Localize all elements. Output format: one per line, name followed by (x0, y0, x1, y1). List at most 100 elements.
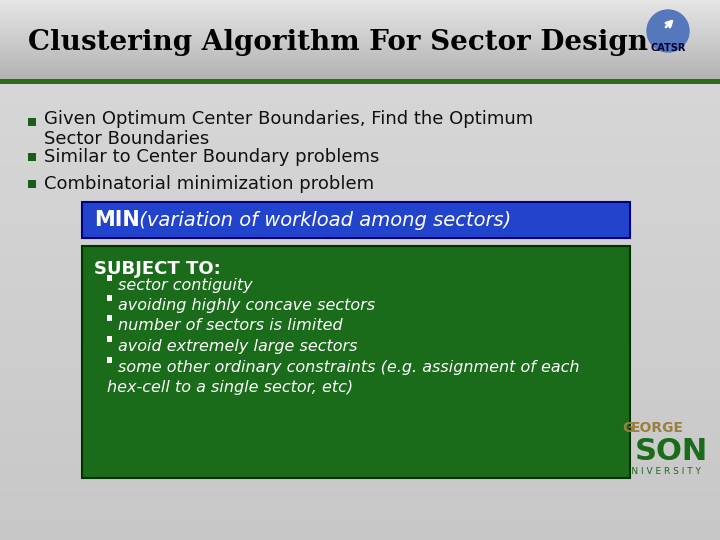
Bar (0, 318, 720, 319)
Bar (0, 259, 720, 260)
Bar (0, 466, 720, 467)
Bar (0, 195, 720, 196)
Bar (0, 127, 720, 128)
Bar (0, 60, 720, 61)
Bar (0, 293, 720, 294)
Bar (0, 64, 720, 65)
Bar (0, 191, 720, 192)
Bar (0, 264, 720, 265)
Bar (0, 425, 720, 426)
Bar (0, 346, 720, 347)
Bar (0, 353, 720, 354)
Bar (0, 391, 720, 392)
Bar (0, 324, 720, 325)
Bar (0, 53, 720, 54)
Bar (0, 145, 720, 146)
Bar (0, 535, 720, 536)
Bar (0, 55, 720, 56)
Bar (0, 126, 720, 127)
Bar (0, 407, 720, 408)
Bar (0, 61, 720, 62)
Bar (0, 200, 720, 201)
Bar (0, 196, 720, 197)
Bar (0, 204, 720, 205)
Bar (0, 21, 720, 22)
Bar (0, 254, 720, 255)
Bar (0, 454, 720, 455)
Bar (0, 214, 720, 215)
Bar (0, 388, 720, 389)
Bar (0, 272, 720, 273)
Bar (0, 99, 720, 100)
Bar (0, 447, 720, 448)
Bar (0, 323, 720, 324)
Bar (0, 122, 720, 123)
Bar (0, 465, 720, 466)
Bar (0, 233, 720, 234)
Bar (0, 381, 720, 382)
Bar (0, 103, 720, 104)
Bar (0, 136, 720, 137)
Bar (0, 351, 720, 352)
Bar (0, 527, 720, 528)
Bar (0, 433, 720, 434)
Bar (0, 453, 720, 454)
Bar (0, 502, 720, 503)
Bar (0, 139, 720, 140)
Bar (0, 538, 720, 539)
Bar (0, 101, 720, 102)
Bar (0, 45, 720, 46)
Bar (0, 98, 720, 99)
Bar (0, 392, 720, 393)
Bar (0, 356, 720, 357)
Bar (0, 159, 720, 160)
Bar (0, 383, 720, 384)
Bar (0, 116, 720, 117)
Bar (0, 370, 720, 371)
Bar (0, 518, 720, 519)
Bar (0, 359, 720, 360)
Bar (0, 39, 720, 40)
Bar (0, 214, 720, 215)
Bar (0, 315, 720, 316)
Bar (0, 5, 720, 6)
Bar (0, 237, 720, 238)
Bar (0, 157, 720, 158)
Bar (0, 37, 720, 38)
Bar (0, 451, 720, 452)
Bar (0, 195, 720, 196)
Bar (0, 288, 720, 289)
Bar (0, 50, 720, 51)
Bar (0, 167, 720, 168)
Bar (0, 159, 720, 160)
Bar (0, 294, 720, 295)
Bar (0, 80, 720, 81)
Bar (0, 366, 720, 367)
Bar (0, 358, 720, 359)
Bar (0, 175, 720, 176)
Bar (0, 64, 720, 65)
Bar (0, 456, 720, 457)
Bar (0, 241, 720, 242)
Bar (0, 471, 720, 472)
Bar (0, 419, 720, 420)
Bar (0, 317, 720, 318)
Bar (0, 287, 720, 288)
Bar (0, 49, 720, 50)
Bar (0, 162, 720, 163)
Bar (0, 115, 720, 116)
Bar (0, 210, 720, 211)
Bar (0, 110, 720, 111)
Bar (0, 215, 720, 216)
Bar (0, 191, 720, 192)
Bar (0, 341, 720, 342)
Bar (0, 193, 720, 194)
Bar (0, 367, 720, 368)
Bar (0, 310, 720, 311)
Bar (0, 431, 720, 432)
Bar (107, 336, 112, 342)
Bar (0, 154, 720, 155)
Bar (0, 393, 720, 394)
Bar (0, 358, 720, 359)
Text: CATSR: CATSR (650, 43, 685, 53)
